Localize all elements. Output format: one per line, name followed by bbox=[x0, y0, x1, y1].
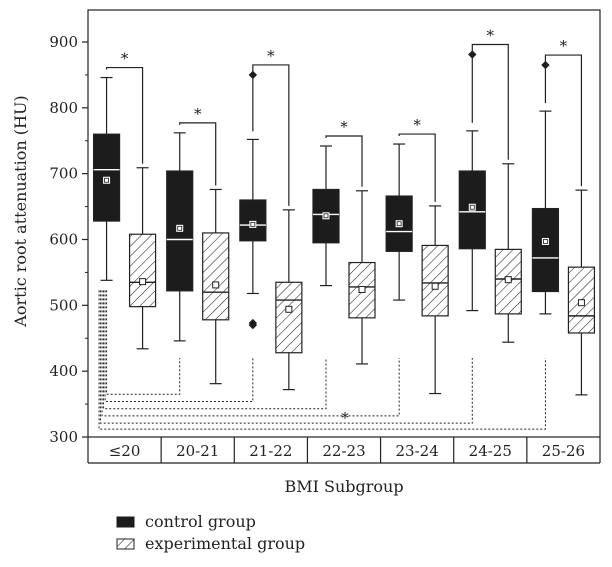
significance-bracket-5: * bbox=[398, 116, 436, 202]
significance-marker: * bbox=[194, 105, 202, 123]
significance-marker: * bbox=[121, 50, 129, 68]
legend-swatch-control bbox=[116, 516, 135, 528]
legend-label-experimental: experimental group bbox=[145, 534, 305, 553]
dotted-comparison-3 bbox=[104, 290, 254, 402]
control-box-4 bbox=[312, 145, 340, 287]
y-axis-title: Aortic root attenuation (HU) bbox=[11, 95, 30, 327]
mean-marker-inner bbox=[396, 221, 402, 227]
experimental-box-4 bbox=[348, 190, 376, 365]
significance-marker: * bbox=[267, 47, 275, 65]
iqr-box bbox=[421, 244, 449, 317]
significance-marker: * bbox=[487, 27, 495, 45]
iqr-box bbox=[531, 207, 560, 293]
mean-marker bbox=[504, 276, 512, 284]
mean-marker-inner bbox=[104, 177, 109, 183]
y-tick-label-800: 800 bbox=[49, 99, 78, 117]
outlier-point bbox=[248, 320, 258, 330]
mean-marker-inner bbox=[543, 239, 548, 244]
control-box-6 bbox=[458, 50, 486, 312]
mean-marker-inner bbox=[250, 221, 256, 227]
control-box-2 bbox=[166, 132, 194, 342]
x-tick-label-2: 20-21 bbox=[176, 442, 219, 460]
dotted-comparison-2 bbox=[106, 290, 181, 395]
x-tick-label-6: 24-25 bbox=[469, 442, 512, 460]
y-tick-label-700: 700 bbox=[49, 165, 78, 183]
mean-marker bbox=[431, 282, 439, 290]
experimental-box-6 bbox=[494, 163, 522, 343]
x-tick-label-1: ≤20 bbox=[109, 442, 141, 460]
dotted-comparison-4 bbox=[103, 290, 327, 410]
mean-marker-inner bbox=[177, 225, 183, 231]
experimental-box-2 bbox=[202, 188, 230, 385]
mean-marker-inner bbox=[323, 213, 329, 219]
experimental-box-3 bbox=[275, 209, 303, 391]
bracket-line bbox=[179, 122, 217, 186]
significance-bracket-1: * bbox=[105, 50, 144, 164]
dotted-comparison-7 bbox=[98, 290, 546, 430]
significance-marker: * bbox=[560, 37, 568, 55]
control-box-3 bbox=[239, 70, 267, 330]
x-axis-title: BMI Subgroup bbox=[284, 477, 403, 496]
dotted-significance-marker: * bbox=[341, 409, 349, 427]
plot-frame bbox=[87, 9, 601, 438]
experimental-box-5 bbox=[421, 205, 449, 395]
iqr-box bbox=[275, 281, 303, 354]
control-box-7 bbox=[531, 60, 560, 315]
legend: control group experimental group bbox=[116, 512, 305, 553]
x-axis: ≤20 20-21 21-22 22-23 23-24 24-25 25-26 bbox=[87, 437, 601, 464]
y-tick-label-900: 900 bbox=[49, 33, 78, 51]
bracket-line bbox=[544, 54, 583, 187]
legend-item-control: control group bbox=[116, 512, 256, 531]
y-tick-label-600: 600 bbox=[49, 231, 78, 249]
y-tick-label-400: 400 bbox=[49, 362, 78, 380]
dotted-comparison-6 bbox=[100, 290, 473, 424]
y-axis: 300 400 500 600 700 800 900 bbox=[49, 33, 88, 446]
legend-swatch-experimental bbox=[116, 538, 135, 550]
legend-item-experimental: experimental group bbox=[116, 534, 305, 553]
bracket-line bbox=[471, 43, 509, 160]
mean-marker bbox=[139, 278, 147, 286]
x-tick-label-5: 23-24 bbox=[396, 442, 439, 460]
experimental-box-7 bbox=[567, 189, 596, 396]
mean-marker bbox=[285, 305, 293, 313]
iqr-box bbox=[202, 232, 230, 321]
boxes-layer bbox=[92, 50, 596, 396]
control-box-5 bbox=[385, 143, 413, 301]
legend-label-control: control group bbox=[145, 512, 256, 531]
dotted-comparisons: * bbox=[98, 290, 546, 430]
y-tick-label-500: 500 bbox=[49, 296, 78, 314]
significance-marker: * bbox=[413, 116, 421, 134]
x-tick-label-4: 22-23 bbox=[322, 442, 365, 460]
significance-bracket-3: * bbox=[252, 47, 290, 206]
experimental-box-1 bbox=[128, 167, 157, 350]
mean-marker bbox=[212, 281, 220, 289]
iqr-box bbox=[128, 233, 157, 308]
significance-bracket-2: * bbox=[179, 105, 217, 186]
mean-marker bbox=[577, 299, 585, 307]
control-box-1 bbox=[92, 76, 121, 281]
significance-bracket-6: * bbox=[471, 27, 509, 160]
significance-bracket-7: * bbox=[544, 37, 583, 187]
x-tick-label-7: 25-26 bbox=[542, 442, 585, 460]
x-tick-label-3: 21-22 bbox=[249, 442, 292, 460]
y-tick-label-300: 300 bbox=[49, 428, 78, 446]
bracket-line bbox=[325, 135, 363, 187]
significance-marker: * bbox=[340, 118, 348, 136]
significance-layer: * * * * * * * * bbox=[98, 27, 583, 430]
bracket-line bbox=[398, 133, 436, 202]
iqr-box bbox=[239, 199, 267, 242]
bracket-line bbox=[252, 64, 290, 206]
mean-marker-inner bbox=[469, 204, 475, 210]
mean-marker bbox=[358, 286, 366, 294]
bracket-line bbox=[105, 66, 144, 164]
significance-bracket-4: * bbox=[325, 118, 363, 187]
